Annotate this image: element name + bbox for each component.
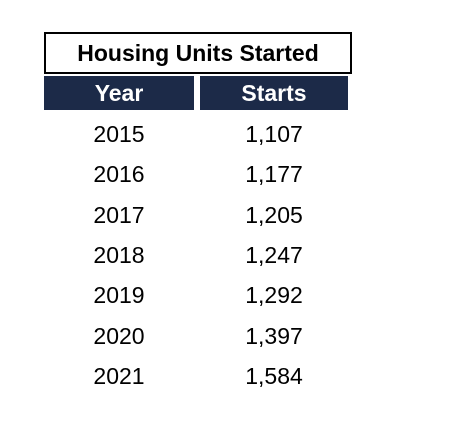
starts-cell: 1,205 xyxy=(245,201,303,228)
year-cell: 2015 xyxy=(93,121,145,147)
column-header: Starts xyxy=(200,76,348,110)
year-cell: 2020 xyxy=(93,322,145,349)
starts-cell: 1,397 xyxy=(245,322,303,349)
starts-cell: 1,247 xyxy=(245,241,303,268)
year-cell: 2021 xyxy=(93,362,145,389)
year-cell: 2018 xyxy=(93,241,145,268)
table-title: Housing Units Started xyxy=(44,32,352,74)
starts-cell: 1,177 xyxy=(245,161,303,188)
column-header: Year xyxy=(44,76,194,110)
starts-cell: 1,292 xyxy=(245,282,303,309)
starts-cell: 1,584 xyxy=(245,362,303,389)
year-cell: 2017 xyxy=(93,201,145,228)
year-cell: 2019 xyxy=(93,282,145,309)
starts-cell: 1,107 xyxy=(245,121,303,147)
year-cell: 2016 xyxy=(93,161,145,188)
